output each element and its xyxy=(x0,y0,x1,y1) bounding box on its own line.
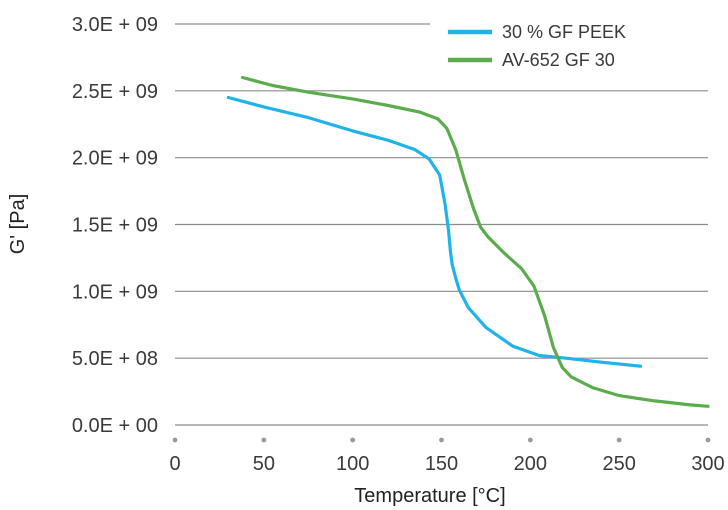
y-tick-label: 1.5E + 09 xyxy=(72,215,158,237)
y-tick-label: 5.0E + 08 xyxy=(72,348,158,370)
x-tick-dot xyxy=(350,437,356,443)
y-axis-ticks: 0.0E + 00 5.0E + 08 1.0E + 09 1.5E + 09 2.0E… xyxy=(72,14,158,437)
x-axis-ticks: 0 50 100 150 200 250 300 xyxy=(169,437,725,475)
x-tick-dot xyxy=(172,437,178,443)
series-line-2 xyxy=(240,75,710,408)
y-tick-label: 2.0E + 09 xyxy=(72,148,158,170)
x-tick-dot xyxy=(616,437,622,443)
series-line-1 xyxy=(226,95,643,368)
legend-background xyxy=(430,14,710,76)
y-tick-label: 0.0E + 00 xyxy=(72,415,158,437)
y-axis-title: G' [Pa] xyxy=(7,194,29,255)
x-tick-dot xyxy=(705,437,711,443)
x-tick-label: 100 xyxy=(336,453,369,475)
legend: 30 % GF PEEK AV-652 GF 30 xyxy=(430,14,710,76)
x-tick-label: 200 xyxy=(514,453,547,475)
y-tick-label: 1.0E + 09 xyxy=(72,281,158,303)
x-tick-label: 300 xyxy=(691,453,724,475)
gridlines xyxy=(175,23,708,426)
x-axis-title: Temperature [°C] xyxy=(354,485,505,507)
x-tick-dot xyxy=(527,437,533,443)
x-tick-dot xyxy=(261,437,267,443)
series-lines xyxy=(226,75,710,408)
x-tick-label: 50 xyxy=(253,453,275,475)
x-tick-label: 0 xyxy=(169,453,180,475)
y-tick-label: 3.0E + 09 xyxy=(72,14,158,36)
legend-label-2: AV-652 GF 30 xyxy=(502,50,615,70)
x-tick-label: 150 xyxy=(425,453,458,475)
x-tick-label: 250 xyxy=(602,453,635,475)
y-tick-label: 2.5E + 09 xyxy=(72,81,158,103)
x-tick-dot xyxy=(439,437,444,443)
legend-label-1: 30 % GF PEEK xyxy=(502,22,626,42)
